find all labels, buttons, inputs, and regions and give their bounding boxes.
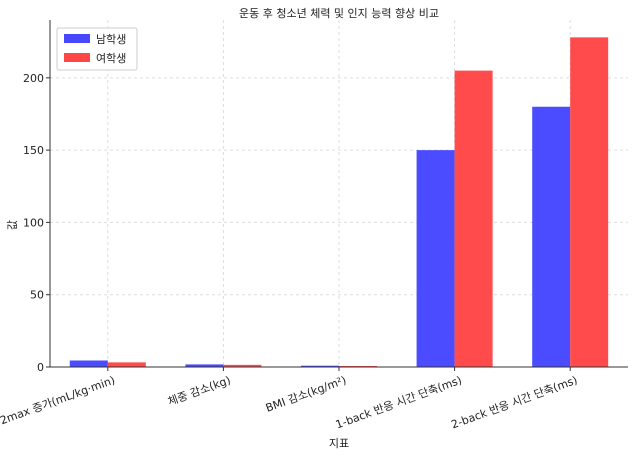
x-tick-label: BMI 감소(kg/m²) — [264, 374, 348, 415]
y-tick-label: 200 — [23, 72, 44, 85]
x-tick-label: VO2max 증가(mL/kg·min) — [0, 374, 117, 433]
bar-male — [532, 106, 571, 367]
legend: 남학생 여학생 — [56, 27, 138, 71]
bar-female — [107, 362, 146, 367]
chart-title: 운동 후 청소년 체력 및 인지 능력 향상 비교 — [239, 7, 439, 20]
y-axis-label: 값 — [6, 220, 19, 230]
y-tick-label: 50 — [30, 289, 44, 302]
bar-female — [339, 365, 377, 367]
bar-female — [223, 364, 262, 367]
bar-male — [416, 150, 455, 367]
x-tick-label: 체중 감소(kg) — [166, 374, 232, 409]
bar-female — [454, 70, 493, 368]
y-tick-label: 150 — [23, 144, 44, 157]
legend-swatch-female — [64, 53, 90, 62]
legend-swatch-male — [64, 34, 90, 43]
y-tick-label: 0 — [37, 361, 44, 374]
bar-female — [570, 37, 609, 367]
x-tick-label: 2-back 반응 시간 단축(ms) — [449, 374, 579, 432]
legend-label-male: 남학생 — [96, 33, 126, 46]
y-tick-label: 100 — [23, 216, 44, 229]
x-tick-label: 1-back 반응 시간 단축(ms) — [334, 374, 464, 432]
bar-male — [69, 360, 108, 367]
legend-label-female: 여학생 — [96, 52, 126, 65]
y-ticks: 0 50 100 150 200 — [23, 72, 50, 374]
x-axis-label: 지표 — [329, 437, 349, 450]
bars — [69, 37, 609, 368]
bar-male — [301, 365, 339, 367]
bar-male — [185, 364, 224, 367]
x-ticks: VO2max 증가(mL/kg·min) 체중 감소(kg) BMI 감소(kg/m… — [0, 367, 579, 433]
